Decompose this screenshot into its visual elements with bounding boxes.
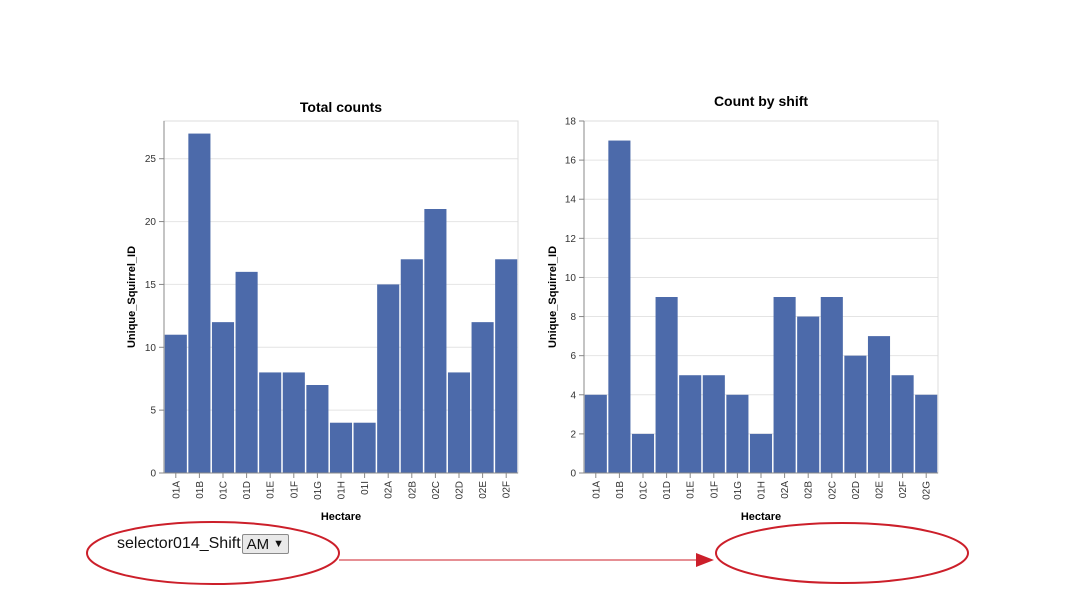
- bar-01B: [608, 140, 631, 474]
- bar-01F: [282, 372, 305, 473]
- shift-selector: selector014_Shift AM ▼: [117, 533, 290, 555]
- shift-dropdown-value: AM: [246, 535, 270, 553]
- selector-highlight-ellipse: [86, 521, 340, 585]
- x-tick-label: 01C: [639, 481, 650, 499]
- chart-title: Total counts: [300, 99, 382, 115]
- bar-01D: [655, 297, 678, 473]
- bar-01I: [353, 422, 376, 473]
- count-by-shift-chart: Count by shift Unique_Squirrel_ID Hectar…: [547, 93, 939, 523]
- y-tick-label: 25: [145, 154, 157, 165]
- y-tick-label: 14: [565, 195, 577, 206]
- x-tick-label: 02F: [898, 481, 909, 498]
- y-tick-label: 15: [145, 280, 157, 291]
- bar-02C: [820, 297, 843, 473]
- x-tick-label: 02A: [780, 481, 791, 499]
- x-tick-label: 01F: [709, 481, 720, 498]
- x-tick-label: 01G: [313, 481, 324, 500]
- y-tick-label: 0: [150, 469, 156, 480]
- y-tick-label: 2: [570, 429, 576, 440]
- bar-01H: [329, 422, 353, 473]
- bar-01E: [679, 375, 702, 473]
- x-tick-label: 02B: [804, 481, 815, 499]
- bar-01E: [259, 372, 282, 473]
- target-highlight-ellipse: [715, 522, 969, 584]
- bar-02E: [867, 336, 891, 473]
- chart-title: Count by shift: [714, 93, 808, 109]
- bar-01C: [631, 433, 655, 473]
- bar-01F: [702, 375, 725, 473]
- x-tick-label: 02E: [875, 481, 886, 499]
- bar-01A: [584, 394, 607, 473]
- bar-02G: [915, 394, 938, 473]
- x-tick-label: 01G: [733, 481, 744, 500]
- y-axis-label: Unique_Squirrel_ID: [547, 246, 559, 348]
- x-tick-label: 01A: [591, 481, 602, 499]
- x-tick-label: 01D: [242, 481, 253, 499]
- x-tick-label: 02B: [407, 481, 418, 499]
- y-tick-label: 20: [145, 217, 157, 228]
- x-tick-label: 01H: [757, 481, 768, 499]
- x-tick-label: 01B: [615, 481, 626, 499]
- bar-02A: [773, 297, 796, 473]
- bar-02B: [400, 259, 423, 473]
- bar-02E: [471, 322, 494, 473]
- bar-02F: [495, 259, 518, 473]
- x-tick-label: 01A: [171, 481, 182, 499]
- total-counts-chart: Total counts Unique_Squirrel_ID Hectare …: [126, 99, 519, 523]
- bar-01A: [164, 334, 187, 473]
- x-tick-label: 01I: [360, 481, 371, 495]
- y-tick-label: 10: [145, 343, 157, 354]
- annotation-arrow-head: [696, 553, 714, 567]
- bar-01G: [306, 385, 329, 473]
- x-tick-label: 01C: [219, 481, 230, 499]
- bar-02A: [377, 284, 400, 473]
- chevron-down-icon: ▼: [273, 538, 285, 550]
- bar-02C: [424, 209, 447, 473]
- x-tick-label: 01D: [662, 481, 673, 499]
- x-tick-label: 01B: [195, 481, 206, 499]
- y-tick-label: 12: [565, 234, 577, 245]
- y-tick-label: 6: [570, 351, 576, 362]
- x-tick-label: 02A: [384, 481, 395, 499]
- bar-02D: [447, 372, 471, 473]
- x-axis-label: Hectare: [321, 511, 361, 523]
- y-tick-label: 10: [565, 273, 577, 284]
- y-tick-label: 5: [150, 406, 156, 417]
- y-tick-label: 4: [570, 390, 576, 401]
- x-tick-label: 02E: [478, 481, 489, 499]
- bar-01C: [211, 322, 235, 473]
- bar-01G: [726, 394, 749, 473]
- bar-01B: [188, 133, 211, 474]
- y-tick-label: 8: [570, 312, 576, 323]
- bar-02D: [844, 355, 867, 473]
- bar-02F: [891, 375, 914, 473]
- bar-02B: [797, 316, 820, 473]
- x-tick-label: 02D: [851, 481, 862, 499]
- y-tick-label: 18: [565, 117, 577, 128]
- x-tick-label: 02G: [922, 481, 933, 500]
- y-tick-label: 16: [565, 156, 577, 167]
- shift-dropdown[interactable]: AM ▼: [241, 534, 290, 554]
- bar-01H: [749, 433, 773, 473]
- x-tick-label: 01E: [266, 481, 277, 499]
- x-tick-label: 02C: [431, 481, 442, 499]
- x-tick-label: 02C: [827, 481, 838, 499]
- shift-selector-label: selector014_Shift: [117, 535, 241, 552]
- x-tick-label: 01H: [337, 481, 348, 499]
- x-tick-label: 02F: [502, 481, 513, 498]
- x-tick-label: 01E: [686, 481, 697, 499]
- x-tick-label: 02D: [455, 481, 466, 499]
- y-tick-label: 0: [570, 469, 576, 480]
- bar-01D: [235, 271, 258, 473]
- x-axis-label: Hectare: [741, 511, 781, 523]
- x-tick-label: 01F: [289, 481, 300, 498]
- y-axis-label: Unique_Squirrel_ID: [126, 246, 138, 348]
